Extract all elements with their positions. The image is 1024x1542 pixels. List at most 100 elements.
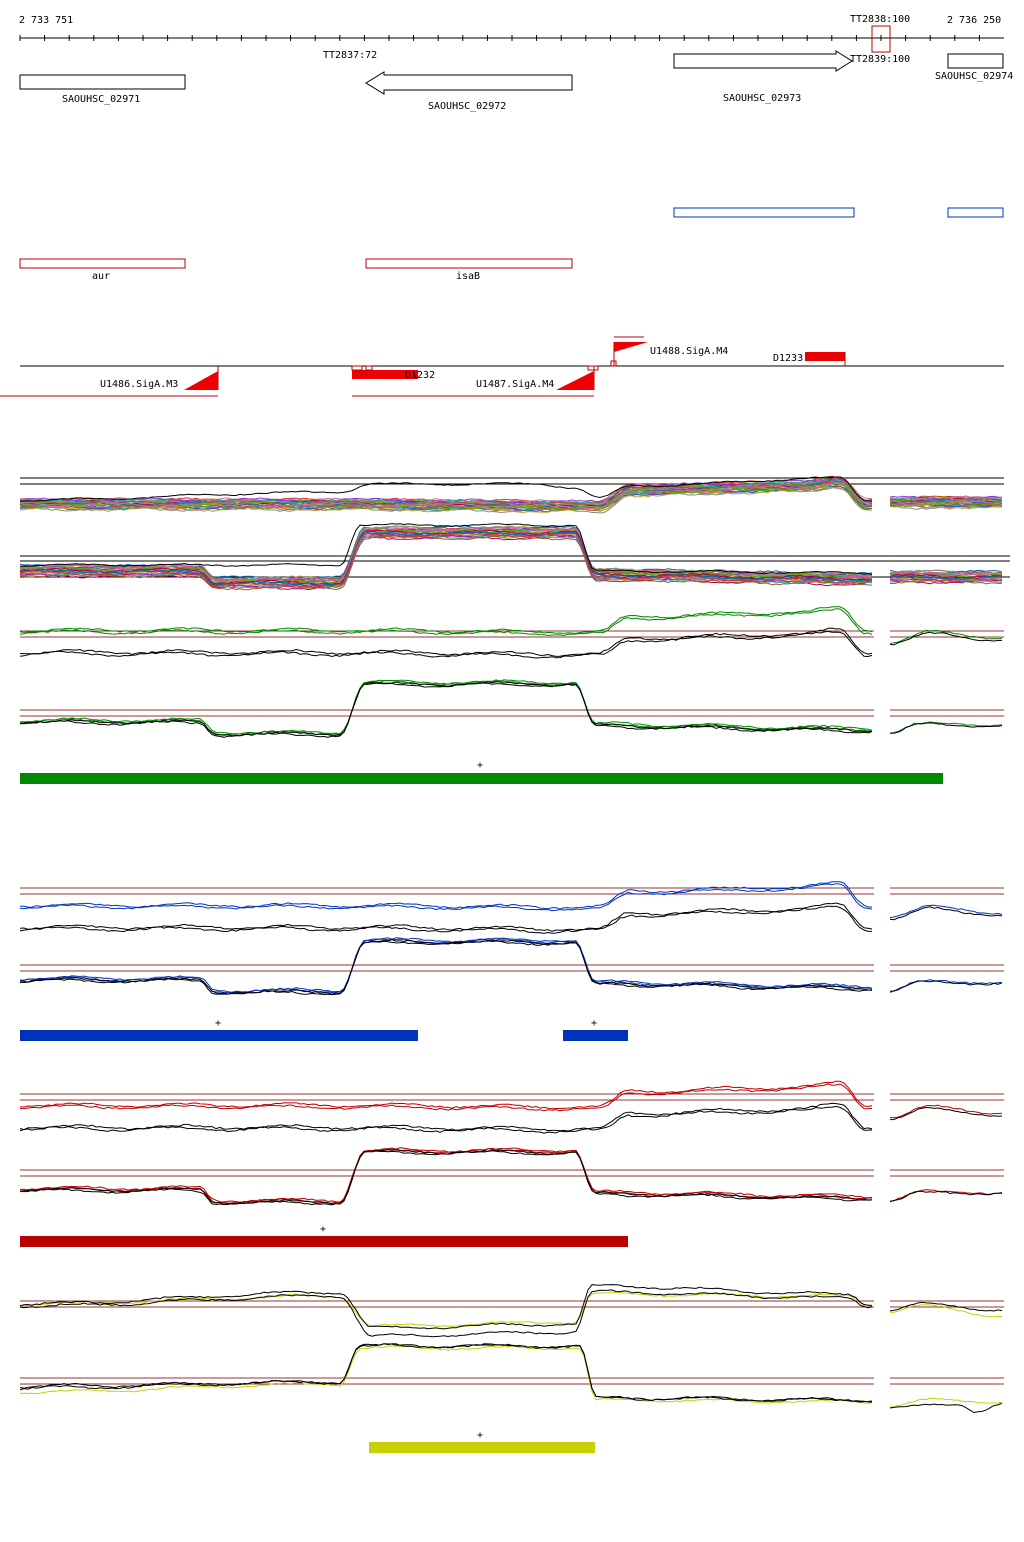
- terminator-label[interactable]: TT2839:100: [850, 54, 910, 65]
- sample-line: [889, 570, 1003, 576]
- sample-line: [889, 573, 1002, 579]
- expression-line: [889, 1397, 1003, 1408]
- expression-line: [19, 1105, 873, 1134]
- expression-line: [19, 938, 873, 994]
- expression-line: [889, 629, 1003, 645]
- expression-multi-track-upper: [19, 475, 1004, 514]
- expression-line: [19, 940, 873, 996]
- expression-line: [19, 937, 873, 993]
- gene-box[interactable]: [947, 53, 1004, 69]
- terminator-label[interactable]: TT2838:100: [850, 14, 910, 25]
- feature-block[interactable]: [352, 370, 418, 379]
- sample-line: [19, 525, 873, 581]
- sample-line: [889, 499, 1003, 505]
- sample-line: [889, 501, 1003, 507]
- red-expression-track-upper: [19, 1080, 1004, 1134]
- sample-line: [19, 531, 873, 587]
- sample-line: [19, 526, 873, 582]
- expression-line: [889, 722, 1003, 734]
- sample-line: [889, 502, 1003, 508]
- gene-arrow-reverse[interactable]: [365, 71, 573, 95]
- gene-label: SAOUHSC_02971: [62, 94, 140, 105]
- gene-name-label: isaB: [456, 271, 480, 282]
- expression-line: [19, 680, 873, 736]
- expression-line: [19, 630, 873, 659]
- expression-line: [19, 1150, 872, 1206]
- gene-name-label: aur: [92, 271, 110, 282]
- plus-mark: +: [477, 760, 483, 771]
- blue-segment-bar[interactable]: [563, 1030, 628, 1041]
- expression-line: [19, 1343, 873, 1403]
- red-segment-bar[interactable]: [20, 1236, 628, 1247]
- annotation-box[interactable]: [947, 207, 1004, 218]
- yellow-segment-bar[interactable]: [369, 1442, 595, 1453]
- expression-line: [19, 1083, 873, 1112]
- sample-line: [19, 523, 873, 575]
- feature-label: U1488.SigA.M4: [650, 346, 728, 357]
- expression-line: [889, 906, 1003, 921]
- blue-expression-track-lower: [19, 937, 1004, 996]
- green-segment-bar[interactable]: [20, 773, 943, 784]
- gene-label: SAOUHSC_02973: [723, 93, 801, 104]
- sample-line: [20, 483, 873, 512]
- feature-marker[interactable]: [610, 360, 617, 367]
- sample-line: [19, 533, 873, 589]
- plus-mark: +: [591, 1018, 597, 1029]
- red-expression-track-lower: [19, 1147, 1004, 1206]
- promoter-flag[interactable]: [614, 342, 648, 352]
- terminator-track: TT2837:72 TT2838:100 TT2839:100: [323, 14, 910, 65]
- green-expression-track-upper: [19, 606, 1004, 659]
- expression-line: [19, 681, 873, 737]
- coordinate-ruler: 2 733 751 2 736 250: [19, 15, 1004, 41]
- sample-line: [889, 575, 1003, 580]
- gene-name-track: aur isaB: [19, 258, 573, 282]
- plus-mark: +: [477, 1430, 483, 1441]
- promoter-flag[interactable]: [184, 371, 218, 390]
- feature-marker[interactable]: [365, 365, 373, 371]
- expression-line: [19, 1345, 873, 1405]
- gene-label: SAOUHSC_02972: [428, 101, 506, 112]
- yellow-expression-track-upper: [19, 1284, 1004, 1338]
- feature-block[interactable]: [805, 352, 845, 361]
- plus-mark: +: [215, 1018, 221, 1029]
- sample-line: [19, 528, 873, 584]
- feature-marker[interactable]: [587, 365, 599, 371]
- terminator-box[interactable]: [871, 25, 891, 53]
- expression-line: [19, 905, 873, 934]
- terminator-label[interactable]: TT2837:72: [323, 50, 377, 61]
- gene-label: SAOUHSC_02974: [935, 71, 1013, 82]
- blue-segment-bar[interactable]: [20, 1030, 418, 1041]
- expression-line: [889, 631, 1003, 646]
- annotation-box[interactable]: [673, 207, 855, 218]
- feature-label: D1233: [773, 353, 803, 364]
- blue-annotation-track: [673, 207, 1004, 218]
- gene-arrow-forward[interactable]: [673, 50, 853, 72]
- expression-line: [889, 904, 1003, 919]
- sample-line: [889, 496, 1003, 502]
- gene-track: SAOUHSC_02971 SAOUHSC_02972 SAOUHSC_0297…: [19, 50, 1013, 112]
- sample-line: [19, 481, 873, 509]
- promoter-flag[interactable]: [556, 371, 594, 390]
- feature-label: U1486.SigA.M3: [100, 379, 178, 390]
- start-coordinate: 2 733 751: [19, 15, 73, 26]
- expression-line: [889, 1106, 1003, 1121]
- expression-line: [889, 1104, 1003, 1119]
- expression-line: [19, 627, 873, 657]
- expression-line: [19, 1102, 873, 1132]
- expression-line: [889, 1301, 1003, 1312]
- expression-line: [19, 1343, 873, 1403]
- expression-line: [19, 883, 873, 912]
- feature-marker[interactable]: [351, 365, 363, 371]
- blue-expression-track-upper: [19, 881, 1004, 934]
- gene-box[interactable]: [19, 74, 186, 90]
- expression-line: [889, 1190, 1003, 1203]
- gene-name-box[interactable]: [365, 258, 573, 269]
- expression-line: [19, 679, 873, 735]
- sample-line: [889, 503, 1003, 509]
- expression-multi-track-lower: [19, 523, 1010, 591]
- expression-line: [889, 1402, 1003, 1414]
- expression-line: [889, 721, 1003, 734]
- gene-name-box[interactable]: [19, 258, 186, 269]
